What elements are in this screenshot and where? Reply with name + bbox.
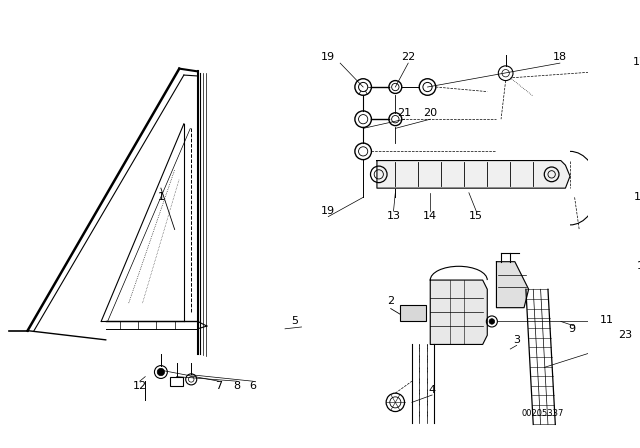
Text: 12: 12 xyxy=(132,381,147,391)
Text: 8: 8 xyxy=(234,381,241,391)
Text: 7: 7 xyxy=(215,381,222,391)
Text: 14: 14 xyxy=(423,211,437,221)
Text: 19: 19 xyxy=(321,52,335,62)
Text: 11: 11 xyxy=(600,314,614,325)
Text: 10: 10 xyxy=(637,261,640,271)
Text: 17: 17 xyxy=(633,57,640,67)
Text: 21: 21 xyxy=(397,108,412,118)
Text: 4: 4 xyxy=(429,385,436,396)
Text: 23: 23 xyxy=(618,330,632,340)
Text: 13: 13 xyxy=(387,211,401,221)
Circle shape xyxy=(489,319,495,324)
Text: 16: 16 xyxy=(634,192,640,202)
FancyBboxPatch shape xyxy=(400,305,426,322)
Text: 1: 1 xyxy=(157,192,164,202)
Text: 00205337: 00205337 xyxy=(521,409,564,418)
Polygon shape xyxy=(497,262,529,308)
Polygon shape xyxy=(430,280,487,345)
Text: 22: 22 xyxy=(401,52,415,62)
Text: 6: 6 xyxy=(250,381,257,391)
Text: 9: 9 xyxy=(568,324,575,334)
Text: 18: 18 xyxy=(553,52,567,62)
Circle shape xyxy=(157,368,164,376)
Text: 15: 15 xyxy=(469,211,483,221)
Text: 19: 19 xyxy=(321,206,335,216)
Text: 5: 5 xyxy=(291,316,298,327)
Polygon shape xyxy=(377,160,570,188)
Text: 2: 2 xyxy=(387,296,394,306)
Text: 3: 3 xyxy=(513,335,520,345)
Text: 20: 20 xyxy=(423,108,437,118)
FancyBboxPatch shape xyxy=(170,377,183,386)
